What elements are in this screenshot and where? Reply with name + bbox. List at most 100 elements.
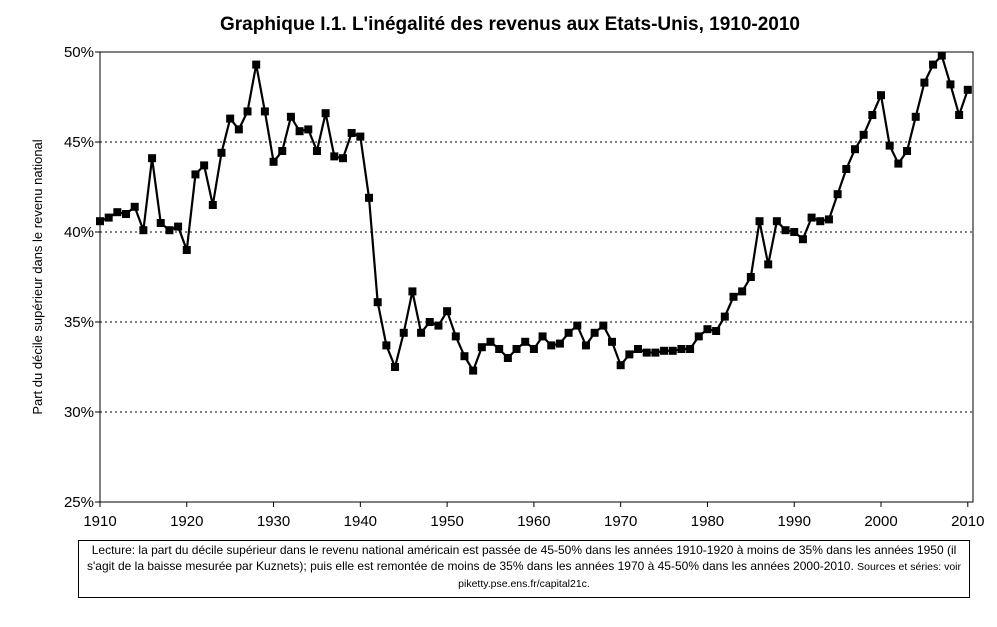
y-tick-label: 45% <box>64 134 94 151</box>
note: Lecture: la part du décile supérieur dan… <box>78 540 970 598</box>
data-point <box>607 337 616 346</box>
data-point <box>234 125 243 134</box>
data-point <box>295 127 304 136</box>
data-point <box>824 215 833 224</box>
data-point <box>703 325 712 334</box>
sources: Sources et séries: voir piketty.pse.ens.… <box>458 561 961 590</box>
data-point <box>885 141 894 150</box>
data-point <box>408 287 417 296</box>
data-point <box>581 341 590 350</box>
x-tick-label: 1990 <box>778 513 811 530</box>
data-point <box>868 111 877 119</box>
data-point <box>495 345 504 353</box>
chart-title: Graphique I.1. L'inégalité des revenus a… <box>220 14 800 35</box>
data-point <box>182 246 191 254</box>
data-point <box>148 154 157 163</box>
data-point <box>712 327 721 335</box>
x-tick-label: 1920 <box>170 513 203 530</box>
data-point <box>668 346 677 355</box>
data-point <box>469 366 478 375</box>
y-tick-label: 40% <box>64 224 94 241</box>
data-point <box>217 148 226 157</box>
x-tick-label: 2010 <box>951 513 984 530</box>
data-point <box>391 363 400 371</box>
data-point <box>512 345 521 353</box>
x-tick-label: 1950 <box>430 513 463 530</box>
data-point <box>304 125 313 134</box>
data-point <box>660 346 669 355</box>
note-text: Lecture: la part du décile supérieur dan… <box>87 543 957 573</box>
data-point <box>156 219 165 227</box>
data-point <box>599 321 608 330</box>
data-point <box>929 60 938 69</box>
data-point <box>252 60 261 69</box>
data-point <box>165 226 174 235</box>
data-point <box>122 210 131 218</box>
data-point <box>130 202 139 211</box>
y-tick-label: 25% <box>64 494 94 511</box>
data-point <box>356 132 365 141</box>
data-point <box>859 130 868 139</box>
data-point <box>903 147 912 155</box>
data-point <box>772 217 781 226</box>
data-point <box>781 226 790 235</box>
data-point <box>694 332 703 341</box>
data-point <box>174 222 183 231</box>
data-point <box>573 321 582 330</box>
data-point <box>208 201 217 209</box>
data-point <box>347 129 356 137</box>
data-point <box>286 112 295 121</box>
data-point <box>877 91 886 100</box>
data-point <box>321 109 330 118</box>
data-point <box>946 80 955 89</box>
x-tick-label: 1960 <box>517 513 550 530</box>
data-point <box>963 85 972 94</box>
data-point <box>529 345 538 353</box>
data-point <box>564 328 573 337</box>
data-point <box>434 321 443 330</box>
data-point <box>955 111 964 119</box>
data-point <box>139 226 148 235</box>
data-point <box>616 361 625 370</box>
x-tick-label: 1970 <box>604 513 637 530</box>
data-point <box>547 341 556 350</box>
data-point <box>634 345 643 353</box>
data-point <box>677 345 686 353</box>
y-tick-label: 50% <box>64 44 94 61</box>
data-point <box>191 170 200 179</box>
data-point <box>538 332 547 341</box>
data-point <box>269 157 278 166</box>
data-point <box>720 312 729 321</box>
x-tick-label: 1930 <box>257 513 290 530</box>
data-point <box>816 217 825 226</box>
data-point <box>521 337 530 346</box>
data-point <box>477 343 486 352</box>
data-point <box>443 307 452 316</box>
chart: Graphique I.1. L'inégalité des revenus a… <box>30 14 984 530</box>
data-point <box>312 147 321 155</box>
data-point <box>226 114 235 123</box>
data-point <box>790 228 799 236</box>
data-point <box>200 161 209 170</box>
data-point <box>451 332 460 341</box>
data-point <box>911 112 920 121</box>
data-point <box>365 193 374 202</box>
y-tick-label: 35% <box>64 314 94 331</box>
data-point <box>243 107 252 116</box>
data-point <box>651 348 660 357</box>
data-point <box>894 159 903 168</box>
data-point <box>686 345 695 353</box>
data-point <box>833 190 842 199</box>
data-point <box>260 107 269 116</box>
data-point <box>842 165 851 173</box>
data-point <box>382 341 391 350</box>
data-line <box>99 53 969 374</box>
x-tick-label: 2000 <box>864 513 897 530</box>
data-point <box>920 78 929 87</box>
data-point <box>460 352 469 361</box>
data-point <box>798 235 807 244</box>
data-point <box>590 328 599 337</box>
data-point <box>937 51 946 60</box>
data-point <box>96 217 104 226</box>
data-point <box>425 318 434 326</box>
